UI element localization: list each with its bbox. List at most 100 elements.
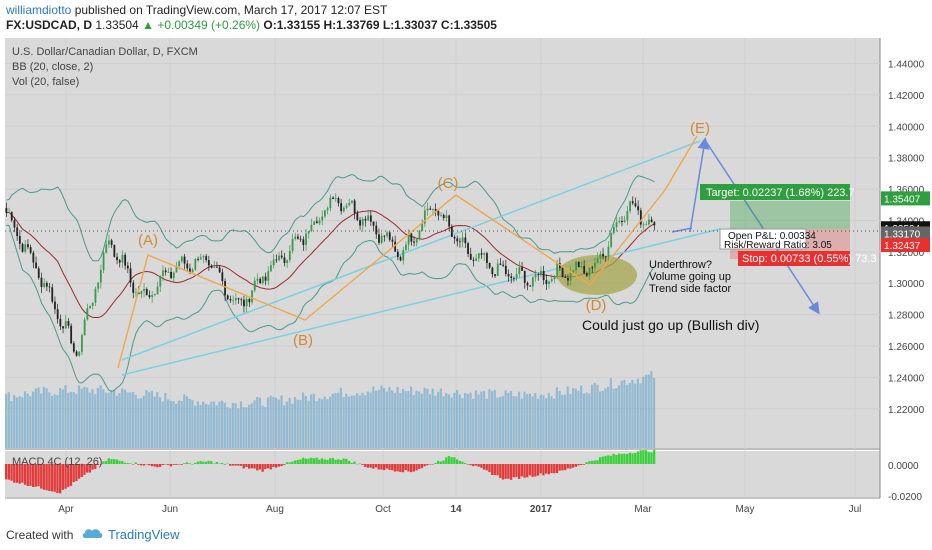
volume-bar	[212, 401, 216, 448]
annotation-underthrow: Underthrow?	[649, 259, 712, 271]
candle-body	[504, 265, 507, 275]
volume-bar	[148, 392, 151, 448]
y-tick-label: 1.40000	[888, 122, 925, 133]
volume-bar	[64, 385, 67, 448]
volume-bar	[269, 395, 272, 448]
volume-bar	[223, 402, 226, 448]
macd-bar	[18, 464, 21, 484]
candle-body	[604, 256, 607, 258]
macd-bar	[474, 464, 478, 466]
macd-bar	[404, 464, 407, 471]
candle-body	[256, 278, 259, 281]
volume-bar	[607, 386, 610, 448]
volume-bar	[617, 385, 621, 448]
macd-bar	[299, 459, 302, 464]
macd-bar	[528, 464, 532, 476]
volume-bar	[323, 396, 326, 448]
volume-bar	[194, 405, 197, 448]
volume-bar	[566, 386, 569, 448]
legend-vol[interactable]: Vol (20, false)	[12, 76, 79, 88]
quote-line: FX:USDCAD, D 1.33504 ▲ +0.00349 (+0.26%)…	[6, 18, 497, 32]
candle-body	[615, 222, 618, 228]
macd-bar	[183, 463, 186, 464]
y-tick-label: 1.22000	[888, 405, 925, 416]
candle-body	[97, 282, 100, 289]
volume-bar	[26, 393, 29, 448]
volume-bar	[563, 394, 567, 448]
macd-bar	[366, 464, 370, 468]
macd-bar	[563, 464, 567, 471]
volume-bar	[507, 392, 510, 448]
candle-body	[283, 257, 286, 263]
bb-lower-band	[6, 224, 655, 393]
macd-bar	[477, 464, 480, 467]
volume-bar	[412, 395, 415, 448]
macd-bar	[631, 453, 634, 464]
macd-bar	[437, 460, 440, 464]
macd-bar	[42, 464, 46, 490]
legend-bb[interactable]: BB (20, close, 2)	[12, 61, 93, 73]
macd-bar	[140, 464, 143, 466]
candle-body	[475, 258, 478, 261]
candle-body	[567, 277, 569, 281]
candle-body	[113, 244, 116, 257]
candle-body	[340, 203, 343, 212]
volume-bar	[53, 394, 56, 448]
volume-bar	[455, 389, 459, 448]
volume-bar	[377, 389, 380, 448]
volume-bar	[94, 394, 97, 448]
macd-bar	[447, 456, 451, 464]
volume-bar	[509, 390, 513, 448]
candle-body	[594, 262, 596, 268]
candle-body	[91, 302, 94, 306]
candle-body	[278, 255, 280, 261]
candle-body	[288, 250, 291, 261]
candle-body	[216, 266, 218, 268]
projection-arrow-up	[689, 137, 710, 233]
candle-body	[531, 277, 534, 287]
candle-body	[423, 210, 426, 224]
macd-bar	[80, 464, 83, 478]
candle-body	[415, 239, 418, 243]
candle-body	[51, 287, 54, 302]
candle-body	[280, 255, 283, 258]
macd-bar	[393, 464, 397, 472]
macd-bar	[312, 458, 316, 464]
volume-bar	[482, 391, 486, 448]
legend-macd[interactable]: MACD 4C (12, 26)	[12, 456, 102, 468]
volume-bar	[199, 405, 202, 448]
price-label-box	[881, 191, 930, 206]
y-tick-label: 1.32000	[888, 248, 925, 259]
volume-bar	[561, 394, 564, 448]
created-with-label: Created with	[6, 528, 74, 542]
candle-body	[488, 262, 491, 268]
candle-body	[234, 298, 237, 301]
candle-body	[407, 233, 410, 245]
macd-bar	[258, 464, 262, 470]
tradingview-brand-link[interactable]: TradingView	[108, 527, 180, 542]
candle-body	[205, 256, 208, 260]
macd-bar	[401, 464, 405, 473]
volume-bar	[264, 407, 267, 448]
volume-bar	[145, 390, 148, 448]
volume-bar	[242, 407, 245, 448]
candle-body	[367, 215, 370, 221]
candle-body	[550, 279, 553, 282]
candle-body	[618, 220, 621, 223]
volume-bar	[210, 401, 213, 448]
volume-bar	[77, 385, 81, 448]
macd-bar	[137, 464, 140, 465]
wave-count-path	[117, 135, 698, 369]
volume-bar	[42, 386, 45, 448]
candle-body	[459, 241, 461, 243]
volume-bar	[150, 390, 153, 448]
candle-body	[191, 269, 194, 273]
macd-bar	[75, 464, 78, 482]
author-link[interactable]: williamdiotto	[6, 3, 72, 17]
macd-bar	[450, 457, 453, 464]
candle-body	[78, 351, 81, 356]
macd-bar	[288, 462, 291, 464]
volume-bar	[383, 388, 386, 448]
candle-body	[102, 252, 105, 270]
